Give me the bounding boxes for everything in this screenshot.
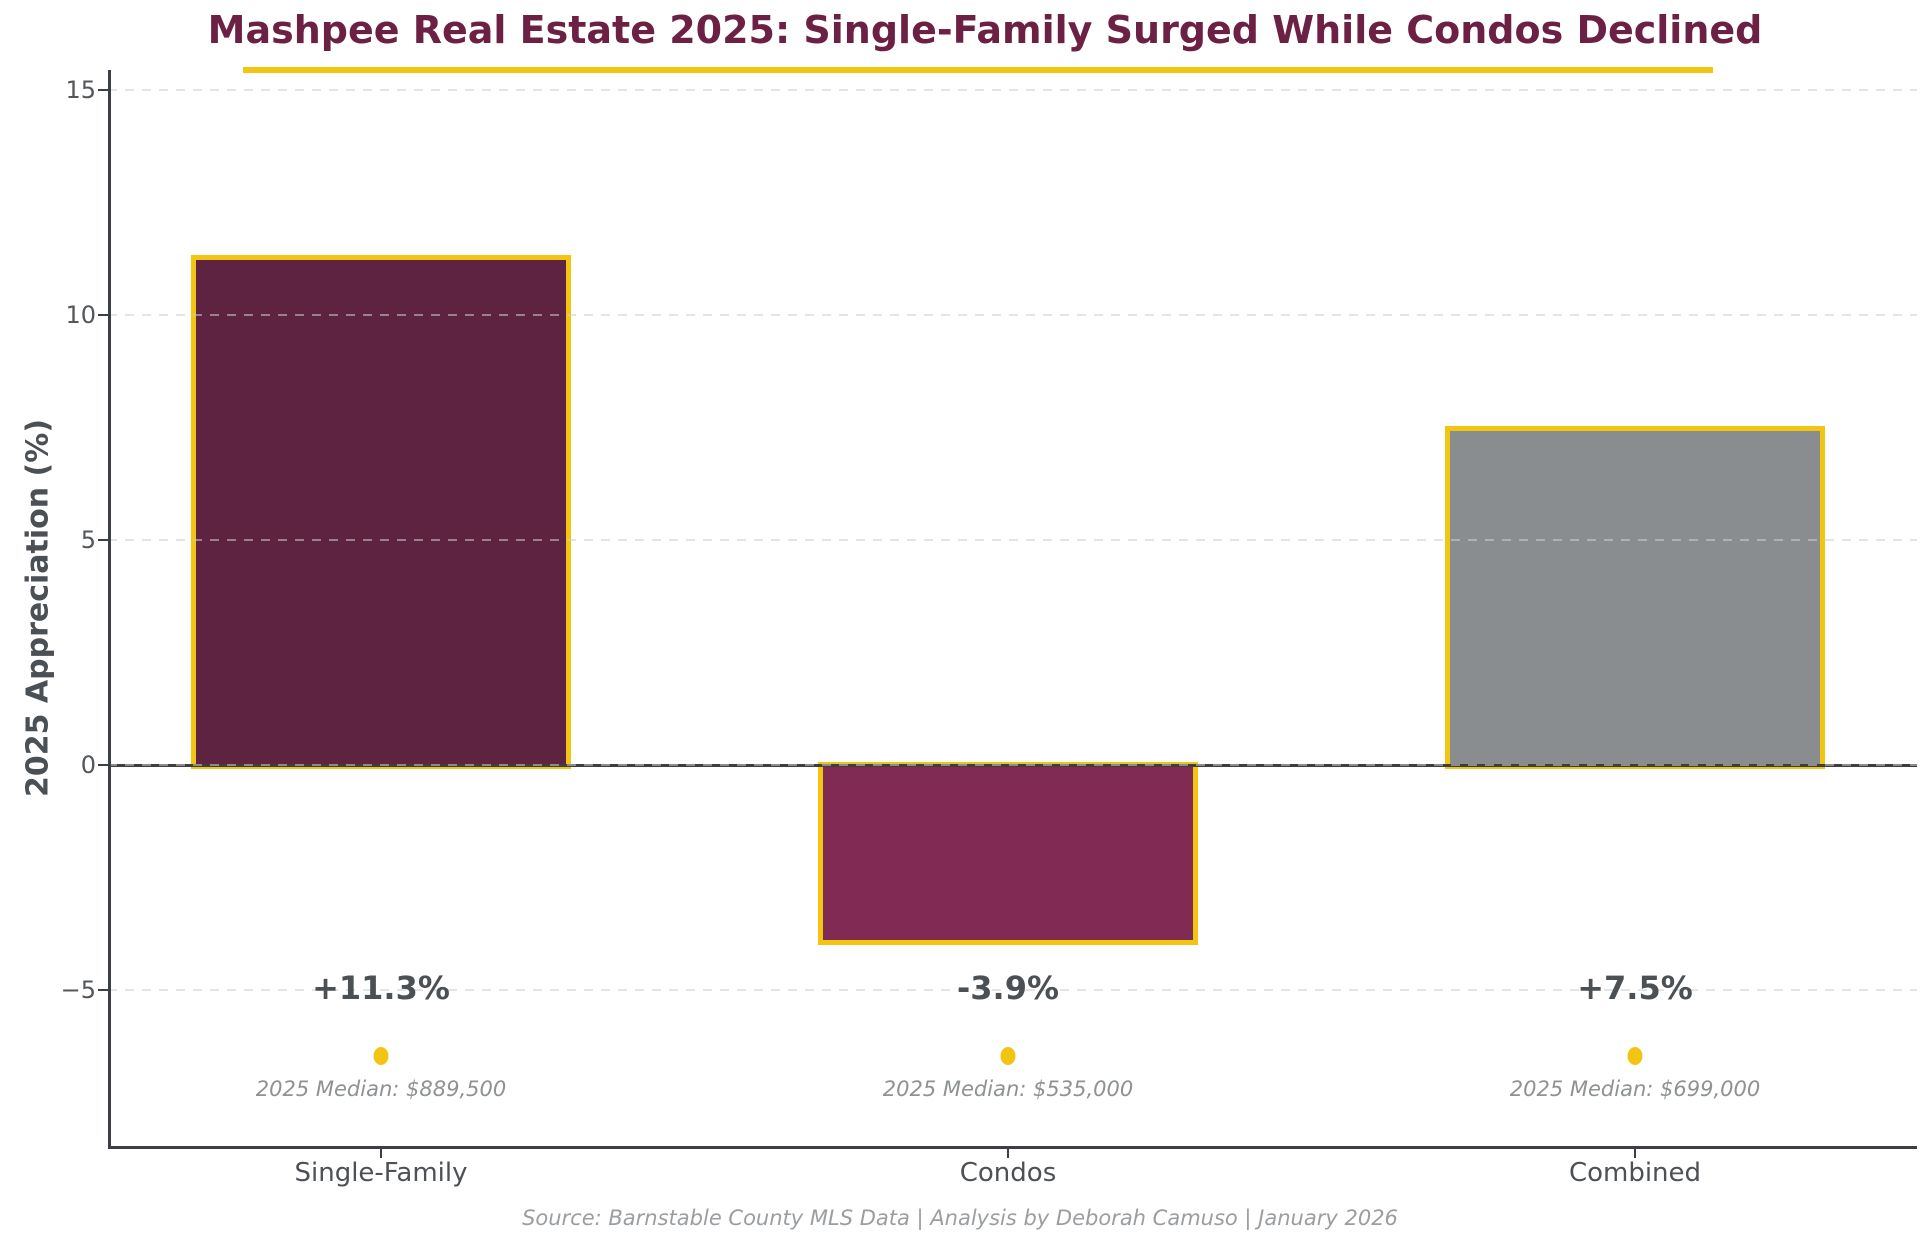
bar-condos — [818, 762, 1198, 945]
y-tick-mark — [98, 764, 108, 766]
median-marker-dot — [1627, 1047, 1643, 1065]
y-tick-mark — [98, 989, 108, 991]
x-tick-mark — [1007, 1149, 1009, 1158]
bar-combined — [1445, 425, 1825, 769]
y-tick-mark — [98, 539, 108, 541]
x-tick-mark — [1634, 1149, 1636, 1158]
median-marker-dot — [1000, 1047, 1016, 1065]
y-tick-mark — [98, 314, 108, 316]
median-price-label: 2025 Median: $889,500 — [255, 1077, 507, 1101]
gridline-y0 — [108, 764, 1917, 766]
bar-single-family — [191, 254, 571, 769]
x-axis-spine — [108, 1146, 1917, 1149]
y-tick-label: 15 — [65, 76, 96, 104]
median-price-label: 2025 Median: $535,000 — [882, 1077, 1134, 1101]
y-tick-label: −5 — [60, 976, 96, 1004]
y-axis-spine — [108, 70, 111, 1149]
median-price-label: 2025 Median: $699,000 — [1509, 1077, 1761, 1101]
source-note: Source: Barnstable County MLS Data | Ana… — [522, 1206, 1398, 1230]
x-tick-label-single-family: Single-Family — [294, 1158, 468, 1188]
gridline-y−5 — [108, 989, 1917, 991]
median-marker-dot — [373, 1047, 389, 1065]
y-tick-mark — [98, 89, 108, 91]
x-tick-label-combined: Combined — [1568, 1158, 1702, 1188]
chart-title: Mashpee Real Estate 2025: Single-Family … — [207, 8, 1763, 52]
gridline-y15 — [108, 89, 1917, 91]
x-tick-label-condos: Condos — [959, 1158, 1057, 1188]
bar-value-label: -3.9% — [956, 969, 1060, 1007]
y-axis-label: 2025 Appreciation (%) — [20, 418, 56, 798]
bar-value-label: +7.5% — [1577, 969, 1693, 1007]
gridline-y10 — [108, 314, 1917, 316]
bar-value-label: +11.3% — [312, 969, 450, 1007]
title-underline-accent — [243, 67, 1713, 73]
y-tick-label: 10 — [65, 301, 96, 329]
gridline-y5 — [108, 539, 1917, 541]
y-tick-label: 0 — [80, 751, 96, 779]
x-tick-mark — [380, 1149, 382, 1158]
y-tick-label: 5 — [80, 526, 96, 554]
